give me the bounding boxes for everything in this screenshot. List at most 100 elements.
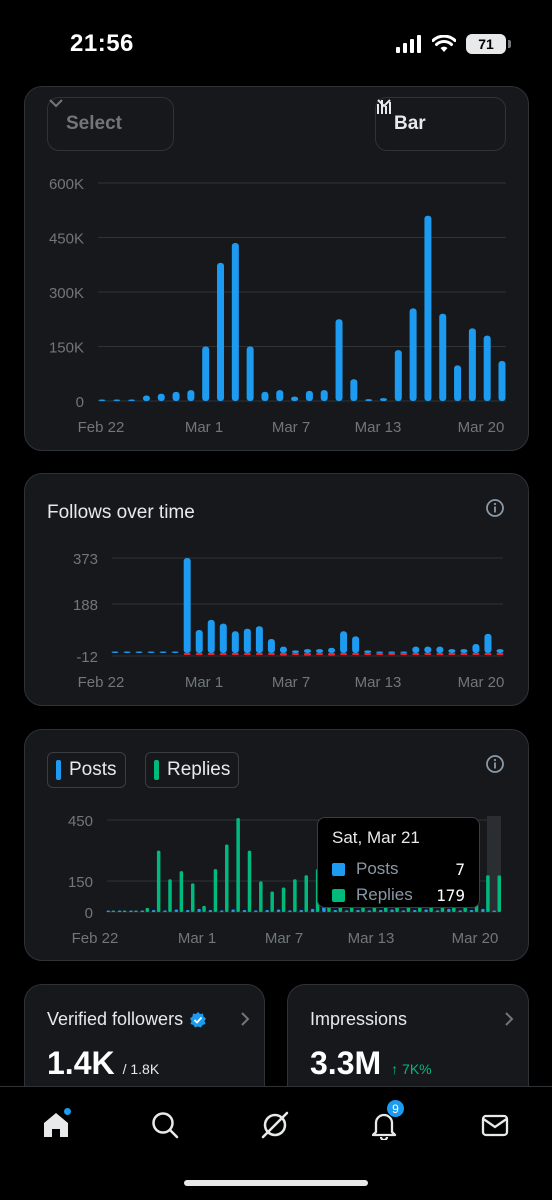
info-icon[interactable] [485, 498, 505, 518]
chart-type-label: Bar [394, 113, 426, 134]
unfollows-bar [243, 652, 251, 655]
unfollows-bar [352, 652, 360, 655]
posts-bar [276, 909, 281, 912]
replies-bar [497, 875, 501, 912]
posts-bar [117, 910, 122, 912]
posts-bar [390, 909, 394, 912]
impressions-bar [276, 390, 284, 401]
posts-bar [492, 910, 496, 912]
grok-icon [261, 1111, 289, 1139]
unfollows-bar [376, 652, 384, 655]
follows-bar [388, 651, 396, 653]
y-tick-label: -12 [76, 649, 98, 666]
tooltip-replies-value: 179 [436, 885, 465, 905]
legend-posts[interactable]: Posts [47, 752, 126, 788]
nav-notifications[interactable]: 9 [364, 1099, 405, 1145]
chevron-right-icon [241, 1012, 250, 1026]
posts-bar [254, 910, 258, 912]
impressions-bar [217, 262, 225, 401]
follows-bar [304, 649, 311, 653]
unfollows-bar [219, 652, 227, 655]
select-dropdown[interactable]: Select [47, 97, 174, 151]
home-indicator [184, 1180, 368, 1186]
search-icon [152, 1112, 179, 1139]
replies-bar [156, 850, 161, 912]
verified-followers-title: Verified followers [47, 1009, 184, 1029]
follows-bar [147, 651, 155, 653]
posts-swatch [56, 760, 61, 780]
verified-followers-title-row: Verified followers [47, 1009, 207, 1030]
unfollows-bar [472, 652, 480, 655]
x-tick-label: Mar 20 [452, 930, 499, 947]
follows-bar [243, 628, 251, 653]
unfollows-bar [412, 652, 420, 655]
posts-bar [288, 910, 292, 912]
status-time: 21:56 [70, 30, 134, 57]
follows-bar [472, 644, 480, 653]
posts-bar [208, 909, 213, 912]
follows-bar [255, 626, 263, 653]
tooltip-date: Sat, Mar 21 [332, 828, 420, 847]
chevron-right-icon [505, 1012, 514, 1026]
impressions-bar [291, 396, 299, 401]
replies-bar [236, 817, 240, 912]
unfollows-bar [231, 652, 239, 655]
replies-bar [247, 850, 252, 912]
x-tick-label: Mar 20 [458, 419, 505, 436]
posts-bar [344, 910, 349, 912]
follows-bar [412, 646, 420, 653]
posts-bar [220, 910, 224, 912]
y-tick-label: 450 [68, 813, 93, 830]
nav-messages[interactable] [475, 1105, 515, 1145]
follows-bar [111, 651, 119, 653]
y-tick-label: 300K [49, 285, 84, 302]
x-tick-label: Mar 7 [265, 930, 303, 947]
verified-followers-value-row: 1.4K / 1.8K [47, 1045, 159, 1082]
legend-replies[interactable]: Replies [145, 752, 240, 788]
x-tick-label: Mar 7 [272, 419, 310, 436]
x-tick-label: Mar 20 [458, 674, 505, 691]
impressions-bar [128, 399, 136, 401]
follows-bar [171, 651, 179, 653]
unfollows-bar [304, 652, 311, 656]
nav-search[interactable] [145, 1105, 185, 1145]
replies-bar [225, 844, 229, 912]
impressions-bar [305, 390, 313, 401]
verified-badge-icon [190, 1011, 207, 1027]
legend-posts-label: Posts [69, 759, 117, 780]
replies-bar [304, 875, 308, 912]
unfollows-bar [424, 652, 432, 655]
tooltip-posts-label: Posts [356, 859, 399, 878]
home-icon [44, 1113, 68, 1137]
status-icons: 71 [396, 34, 511, 54]
impressions-bar [202, 346, 210, 401]
nav-home[interactable] [36, 1105, 76, 1145]
impressions-bar [113, 399, 121, 401]
info-icon[interactable] [485, 754, 505, 774]
impressions-bar [365, 399, 373, 401]
replies-bar [486, 875, 490, 912]
posts-bar [185, 909, 190, 912]
follows-bar [279, 646, 287, 653]
posts-bar [310, 908, 315, 912]
y-tick-label: 150K [49, 340, 84, 357]
impressions-bar [498, 361, 506, 401]
verified-followers-value: 1.4K [47, 1045, 115, 1081]
impressions-bar [439, 313, 447, 401]
posts-bar [163, 910, 167, 912]
impressions-bar [350, 379, 358, 401]
follows-chart-card: Follows over time 373 188 -12 Feb 22 Mar 1 Ma… [24, 473, 529, 706]
follows-bar [231, 631, 239, 653]
nav-grok[interactable] [255, 1105, 295, 1145]
follows-bar [364, 650, 372, 653]
home-badge-dot [63, 1107, 72, 1116]
posts-bar [356, 909, 360, 912]
posts-bar [106, 910, 110, 912]
impressions-bar [246, 346, 254, 401]
unfollows-bar [340, 652, 348, 655]
unfollows-bar [496, 652, 504, 655]
bell-icon [371, 1113, 397, 1140]
unfollows-bar [484, 652, 492, 655]
follows-bar [195, 630, 203, 653]
chart-type-dropdown[interactable]: Bar [375, 97, 506, 151]
